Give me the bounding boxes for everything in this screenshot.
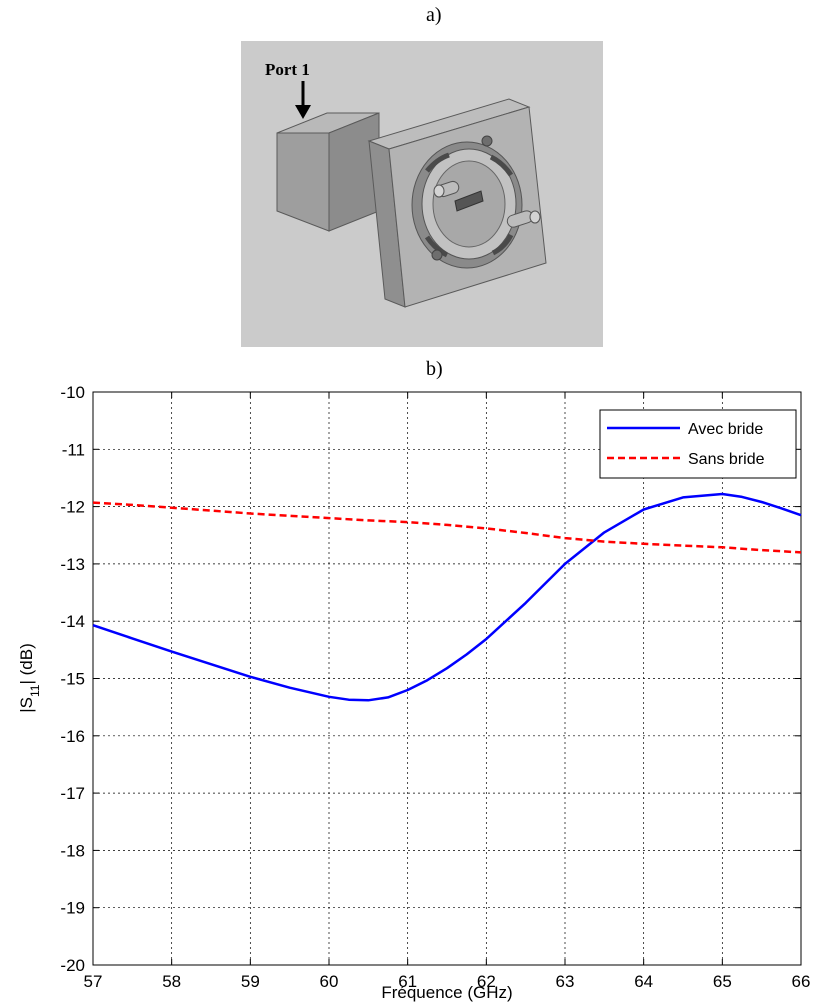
x-tick-label: 63	[556, 972, 575, 991]
series-layer	[92, 492, 802, 702]
x-axis-label: Fréquence (GHz)	[381, 983, 512, 1002]
legend-label-avec-bride: Avec bride	[688, 421, 763, 438]
y-tick-label: -19	[60, 899, 85, 918]
legend: Avec bride Sans bride	[599, 409, 797, 479]
y-axis-label-tail: | (dB)	[17, 643, 36, 684]
x-tick-label: 65	[713, 972, 732, 991]
x-tick-label: 66	[792, 972, 811, 991]
bolt-hole-2	[431, 249, 443, 261]
y-tick-label: -14	[60, 612, 85, 631]
y-tick-label: -13	[60, 555, 85, 574]
x-tick-label: 62	[477, 972, 496, 991]
legend-box	[599, 409, 797, 479]
port-arrow-icon	[295, 105, 311, 119]
y-tick-label: -15	[60, 670, 85, 689]
waveguide-render: Port 1	[241, 41, 603, 347]
ring-slot-2	[489, 154, 514, 177]
y-tick-label: -18	[60, 841, 85, 860]
legend-label-sans-bride: Sans bride	[688, 451, 765, 468]
alignment-pin-right-end	[529, 210, 541, 224]
grid-layer	[93, 392, 801, 965]
y-axis-label-main: |S	[17, 697, 36, 713]
ticks-layer: 57 58 59 60 61 62 63 64 65 66 -20 -19 -18 -17 -16 -15 -1…	[60, 383, 810, 991]
panel-b-label: b)	[426, 358, 443, 380]
panel-a-label: a)	[426, 4, 442, 26]
x-tick-label: 57	[84, 972, 103, 991]
port-label: Port 1	[265, 60, 310, 79]
y-axis-label: |S11| (dB)	[17, 643, 42, 713]
x-tick-label: 58	[162, 972, 181, 991]
x-tick-label: 59	[241, 972, 260, 991]
waveguide-model-image: Port 1	[241, 41, 603, 347]
y-tick-label: -12	[60, 498, 85, 517]
y-tick-label: -17	[60, 784, 85, 803]
waveguide-side-face	[328, 112, 380, 232]
ring-slot-3	[424, 235, 449, 258]
ring-slot-1	[425, 152, 450, 173]
bolt-hole-1	[481, 135, 493, 147]
x-tick-label: 60	[320, 972, 339, 991]
y-tick-label: -10	[60, 383, 85, 402]
x-tick-label: 61	[398, 972, 417, 991]
rectangular-aperture	[454, 190, 484, 212]
ring-slot-4	[491, 233, 514, 256]
y-tick-label: -16	[60, 727, 85, 746]
y-tick-label: -11	[62, 440, 85, 459]
s11-chart: 57 58 59 60 61 62 63 64 65 66 -20 -19 -18 -17 -16 -15 -1…	[17, 383, 810, 1002]
series-line-sans-bride	[92, 501, 802, 554]
x-tick-label: 64	[634, 972, 653, 991]
y-axis-label-sub: 11	[28, 684, 42, 697]
y-tick-label: -20	[60, 956, 85, 975]
alignment-pin-left-end	[433, 184, 445, 198]
series-line-avec-bride	[92, 492, 802, 702]
